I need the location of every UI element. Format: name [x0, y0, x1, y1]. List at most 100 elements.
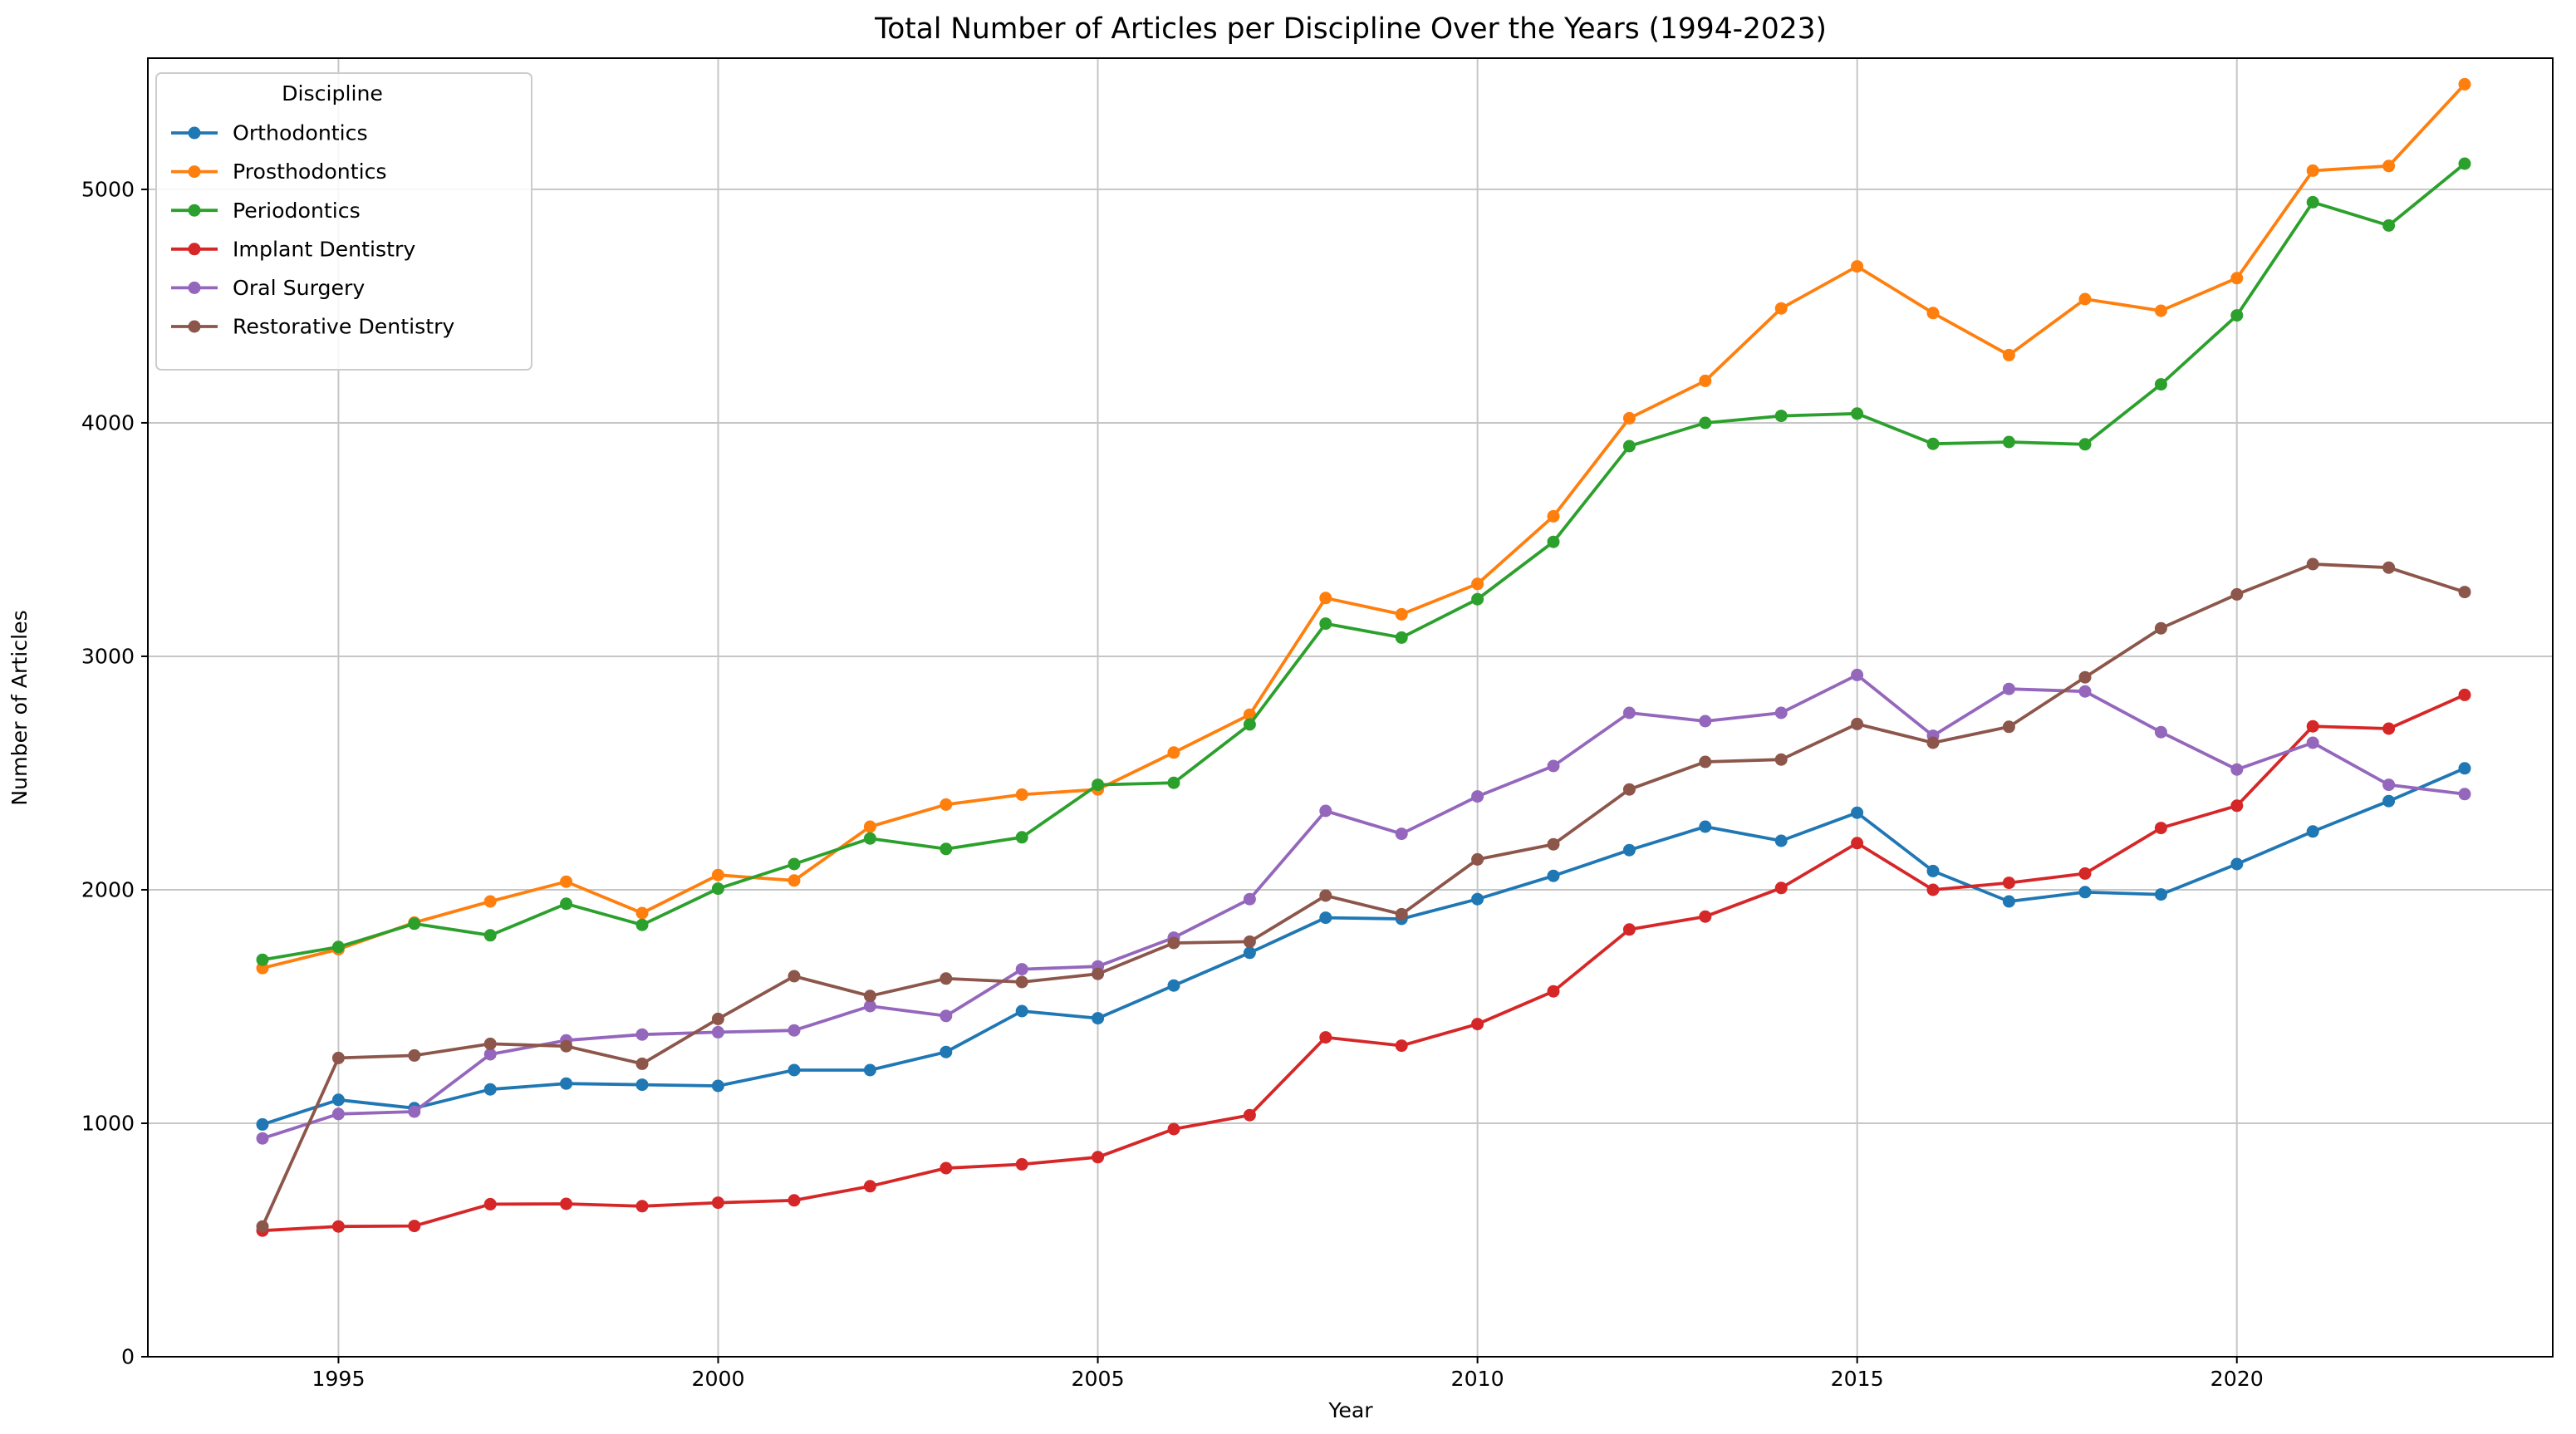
data-point-orthodontics [1167, 979, 1180, 992]
data-point-implant-dentistry [2078, 867, 2092, 880]
data-point-periodontics [408, 917, 421, 931]
data-point-implant-dentistry [788, 1194, 801, 1207]
data-point-restorative-dentistry [483, 1037, 497, 1050]
series-line-implant-dentistry [262, 693, 2466, 1233]
y-tick-label: 1000 [81, 1112, 135, 1136]
legend-item-label: Implant Dentistry [233, 237, 415, 261]
data-point-orthodontics [2230, 857, 2244, 871]
data-point-restorative-dentistry [940, 972, 953, 985]
data-point-restorative-dentistry [331, 1051, 345, 1064]
data-point-restorative-dentistry [2002, 720, 2015, 734]
data-point-periodontics [1622, 440, 1636, 453]
data-point-prosthodontics [1319, 592, 1332, 605]
series-implant-dentistry [256, 688, 2471, 1237]
y-tick-label: 5000 [81, 178, 135, 202]
data-point-oral-surgery [1395, 827, 1408, 841]
legend-item-implant-dentistry: Implant Dentistry [171, 237, 415, 261]
series-line-periodontics [262, 162, 2466, 962]
legend-item-restorative-dentistry: Restorative Dentistry [171, 315, 454, 339]
data-point-restorative-dentistry [1851, 717, 1864, 730]
data-point-orthodontics [2002, 895, 2015, 908]
data-point-periodontics [1395, 631, 1408, 644]
series-orthodontics [256, 762, 2471, 1131]
y-tick-label: 2000 [81, 878, 135, 902]
data-point-orthodontics [560, 1077, 573, 1090]
y-axis-label: Number of Articles [7, 610, 32, 805]
data-point-periodontics [2382, 219, 2396, 232]
data-point-restorative-dentistry [1243, 935, 1256, 948]
data-point-periodontics [1243, 718, 1256, 731]
data-point-prosthodontics [2306, 164, 2319, 177]
data-point-prosthodontics [1471, 577, 1484, 591]
data-point-periodontics [483, 929, 497, 942]
data-point-oral-surgery [788, 1024, 801, 1037]
data-point-restorative-dentistry [863, 990, 876, 1003]
legend-item-periodontics: Periodontics [171, 199, 361, 223]
data-point-oral-surgery [2078, 685, 2092, 698]
series-line-oral-surgery [262, 673, 2466, 1141]
series-periodontics [256, 157, 2471, 966]
data-point-orthodontics [2458, 762, 2471, 775]
legend-item-label: Oral Surgery [233, 276, 365, 300]
data-point-prosthodontics [788, 874, 801, 887]
data-point-orthodontics [483, 1083, 497, 1096]
data-point-implant-dentistry [2382, 722, 2396, 735]
data-point-periodontics [2230, 309, 2244, 322]
data-point-oral-surgery [1319, 804, 1332, 818]
data-point-implant-dentistry [1774, 882, 1788, 895]
legend-title: Discipline [282, 81, 383, 106]
data-point-orthodontics [1092, 1012, 1105, 1025]
data-point-prosthodontics [863, 820, 876, 833]
x-tick-label: 2010 [1451, 1367, 1504, 1391]
data-point-prosthodontics [2458, 77, 2471, 91]
data-point-restorative-dentistry [2382, 561, 2396, 574]
data-point-orthodontics [2382, 794, 2396, 808]
data-point-orthodontics [711, 1079, 724, 1093]
series-restorative-dentistry [256, 557, 2471, 1233]
data-point-prosthodontics [711, 868, 724, 882]
data-point-periodontics [635, 918, 649, 931]
data-point-prosthodontics [1774, 302, 1788, 315]
data-point-restorative-dentistry [788, 970, 801, 983]
data-point-periodontics [940, 842, 953, 856]
data-point-oral-surgery [863, 999, 876, 1013]
legend-item-orthodontics: Orthodontics [171, 121, 368, 145]
data-point-oral-surgery [1699, 715, 1712, 728]
data-point-oral-surgery [256, 1132, 269, 1145]
data-point-restorative-dentistry [2230, 587, 2244, 601]
data-point-restorative-dentistry [1319, 889, 1332, 902]
data-point-prosthodontics [635, 906, 649, 920]
data-point-periodontics [256, 953, 269, 966]
data-point-periodontics [1167, 776, 1180, 789]
data-point-oral-surgery [940, 1009, 953, 1023]
series-line-orthodontics [262, 767, 2466, 1127]
data-point-oral-surgery [2458, 788, 2471, 801]
x-tick-label: 2005 [1072, 1367, 1125, 1391]
data-point-implant-dentistry [560, 1197, 573, 1211]
data-point-implant-dentistry [711, 1196, 724, 1210]
legend: Discipline Orthodontics Prosthodontics Peri… [155, 72, 532, 371]
data-point-periodontics [560, 897, 573, 911]
data-point-prosthodontics [940, 798, 953, 811]
data-point-restorative-dentistry [1471, 852, 1484, 866]
data-point-prosthodontics [2154, 304, 2167, 317]
series-layer [256, 77, 2471, 1237]
data-point-oral-surgery [331, 1107, 345, 1121]
data-point-orthodontics [635, 1078, 649, 1092]
series-line-restorative-dentistry [261, 562, 2466, 1227]
data-point-implant-dentistry [1243, 1108, 1256, 1122]
data-point-periodontics [2078, 438, 2092, 451]
legend-swatch-marker [188, 126, 201, 140]
data-point-implant-dentistry [2154, 822, 2167, 835]
data-point-prosthodontics [1699, 374, 1712, 387]
data-point-prosthodontics [2078, 292, 2092, 306]
legend-item-oral-surgery: Oral Surgery [171, 276, 365, 300]
series-prosthodontics [256, 77, 2471, 975]
data-point-implant-dentistry [483, 1197, 497, 1211]
data-point-oral-surgery [1622, 706, 1636, 719]
data-point-implant-dentistry [635, 1200, 649, 1213]
legend-swatch-marker [188, 165, 201, 179]
data-point-periodontics [1471, 592, 1484, 606]
